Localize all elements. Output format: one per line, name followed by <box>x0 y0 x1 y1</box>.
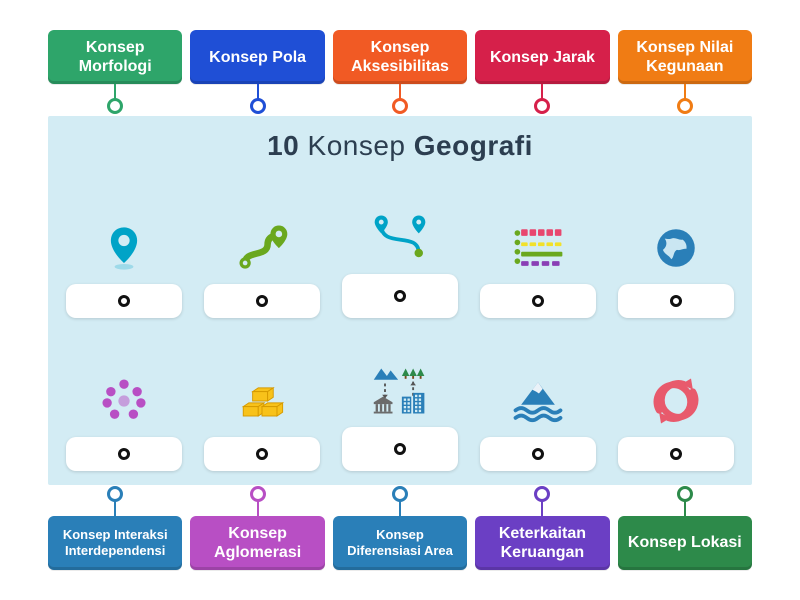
bottom-chip-row: Konsep Interaksi InterdependensiKonsep A… <box>48 516 752 570</box>
bottom-chip-0[interactable]: Konsep Interaksi Interdependensi <box>48 516 182 570</box>
grid-cell-7 <box>342 330 458 472</box>
title-number: 10 <box>267 130 299 161</box>
top-chip-0[interactable]: Konsep Morfologi <box>48 30 182 84</box>
slot-marker-icon <box>118 295 130 307</box>
grid-cell-8 <box>480 330 596 472</box>
drop-slot-5[interactable] <box>66 437 182 471</box>
slot-marker-icon <box>532 295 544 307</box>
grid-cell-1 <box>204 176 320 318</box>
title-last: Geografi <box>414 130 533 161</box>
bottom-chip-4[interactable]: Konsep Lokasi <box>618 516 752 570</box>
bottom-chip-1[interactable]: Konsep Aglomerasi <box>190 516 324 570</box>
connector-dot <box>250 486 266 502</box>
globe-icon <box>640 218 712 278</box>
drop-slot-9[interactable] <box>618 437 734 471</box>
grid-cell-3 <box>480 176 596 318</box>
bottom-chip-3[interactable]: Keterkaitan Keruangan <box>475 516 609 570</box>
connector-dot <box>534 486 550 502</box>
slot-marker-icon <box>256 295 268 307</box>
location-pin-icon <box>88 218 160 278</box>
river-path-icon <box>364 208 436 268</box>
drop-slot-2[interactable] <box>342 274 458 318</box>
main-panel: 10 Konsep Geografi <box>48 116 752 485</box>
slot-marker-icon <box>670 448 682 460</box>
gold-bars-icon <box>226 371 298 431</box>
area-differentiation-icon <box>364 361 436 421</box>
top-chip-1[interactable]: Konsep Pola <box>190 30 324 84</box>
pattern-grid-icon <box>502 218 574 278</box>
top-chip-3[interactable]: Konsep Jarak <box>475 30 609 84</box>
drop-slot-8[interactable] <box>480 437 596 471</box>
grid-cell-4 <box>618 176 734 318</box>
grid-cell-0 <box>66 176 182 318</box>
bottom-chip-2[interactable]: Konsep Diferensiasi Area <box>333 516 467 570</box>
connector-dot <box>107 486 123 502</box>
slot-marker-icon <box>394 290 406 302</box>
interdependence-arrows-icon <box>640 371 712 431</box>
connector-dot <box>250 98 266 114</box>
slot-marker-icon <box>118 448 130 460</box>
title-mid: Konsep <box>308 130 406 161</box>
top-chip-4[interactable]: Konsep Nilai Kegunaan <box>618 30 752 84</box>
top-chip-2[interactable]: Konsep Aksesibilitas <box>333 30 467 84</box>
drop-slot-7[interactable] <box>342 427 458 471</box>
grid-cell-2 <box>342 176 458 318</box>
panel-title: 10 Konsep Geografi <box>66 130 734 162</box>
drop-slot-1[interactable] <box>204 284 320 318</box>
drop-slot-6[interactable] <box>204 437 320 471</box>
drop-slot-4[interactable] <box>618 284 734 318</box>
connector-dot <box>677 98 693 114</box>
icon-grid <box>66 176 734 471</box>
connector-dot <box>677 486 693 502</box>
grid-cell-9 <box>618 330 734 472</box>
connector-dot <box>534 98 550 114</box>
connector-dot <box>392 98 408 114</box>
cluster-dots-icon <box>88 371 160 431</box>
drop-slot-0[interactable] <box>66 284 182 318</box>
grid-cell-6 <box>204 330 320 472</box>
route-icon <box>226 218 298 278</box>
grid-cell-5 <box>66 330 182 472</box>
slot-marker-icon <box>394 443 406 455</box>
top-chip-row: Konsep MorfologiKonsep PolaKonsep Aksesi… <box>48 30 752 84</box>
connector-dot <box>392 486 408 502</box>
drop-slot-3[interactable] <box>480 284 596 318</box>
connector-dot <box>107 98 123 114</box>
slot-marker-icon <box>256 448 268 460</box>
slot-marker-icon <box>532 448 544 460</box>
mountain-water-icon <box>502 371 574 431</box>
slot-marker-icon <box>670 295 682 307</box>
